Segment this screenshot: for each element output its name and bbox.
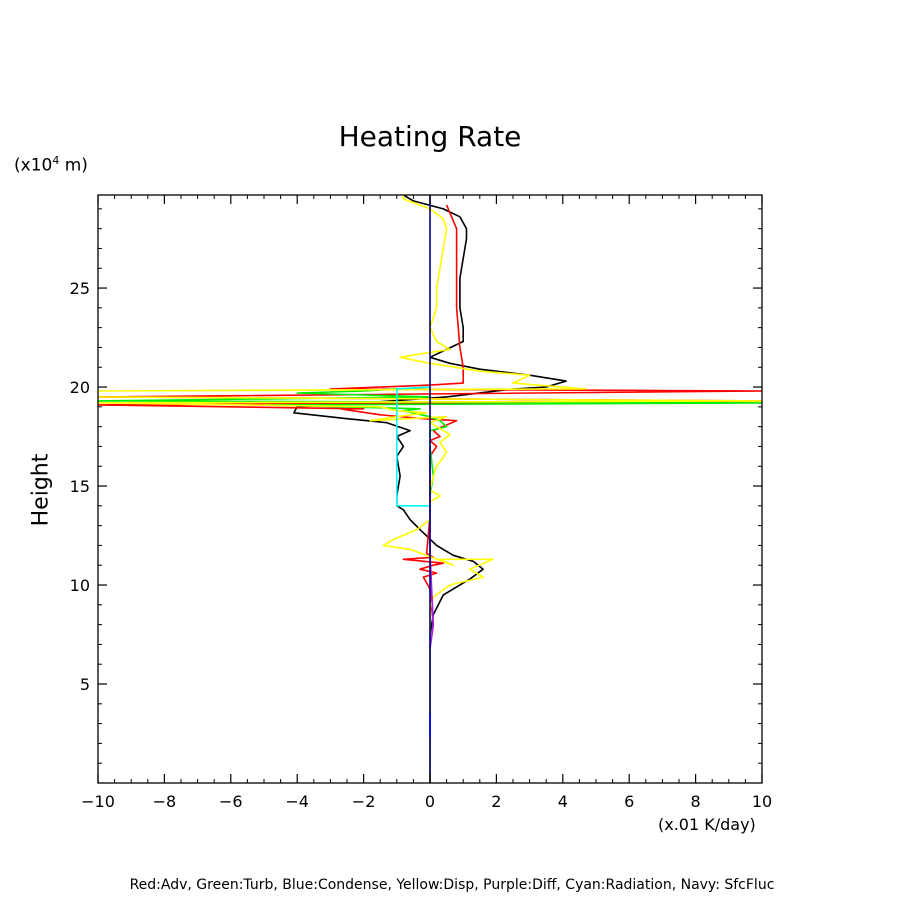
y-tick-label: 5 — [80, 675, 90, 694]
x-tick-label: −10 — [81, 792, 115, 811]
series-line-disp — [98, 195, 762, 783]
y-unit-suffix: m) — [59, 155, 88, 176]
series-layer — [98, 195, 762, 783]
legend-caption: Red:Adv, Green:Turb, Blue:Condense, Yell… — [129, 877, 775, 893]
x-tick-label: 0 — [425, 792, 435, 811]
y-unit-prefix: (x10 — [14, 155, 53, 176]
chart-title: Heating Rate — [338, 120, 522, 153]
series-line-total — [293, 195, 567, 783]
axes-layer: −10 −8 −6 −4 −2 0 2 4 6 8 10 5 10 15 20 25 — [70, 194, 772, 811]
x-tick-label: 4 — [558, 792, 568, 811]
x-tick-label: −6 — [219, 792, 243, 811]
x-tick-label: 10 — [752, 792, 772, 811]
x-tick-label: −2 — [352, 792, 376, 811]
y-unit-exponent: 4 — [52, 154, 60, 167]
x-axis-unit-label: (x.01 K/day) — [658, 815, 756, 834]
y-tick-label: 20 — [70, 378, 90, 397]
y-tick-label: 15 — [70, 477, 90, 496]
x-tick-label: 6 — [624, 792, 634, 811]
y-tick-label: 25 — [70, 279, 90, 298]
x-tick-label: −8 — [153, 792, 177, 811]
y-axis-unit: (x104 m) — [14, 154, 88, 176]
x-tick-label: −4 — [285, 792, 309, 811]
series-line-radiation — [395, 386, 431, 507]
x-tick-label: 2 — [491, 792, 501, 811]
x-tick-label: 8 — [691, 792, 701, 811]
y-tick-label: 10 — [70, 576, 90, 595]
